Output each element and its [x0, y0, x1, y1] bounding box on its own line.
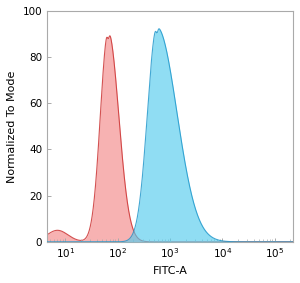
Y-axis label: Normalized To Mode: Normalized To Mode: [7, 70, 17, 183]
X-axis label: FITC-A: FITC-A: [153, 266, 188, 276]
